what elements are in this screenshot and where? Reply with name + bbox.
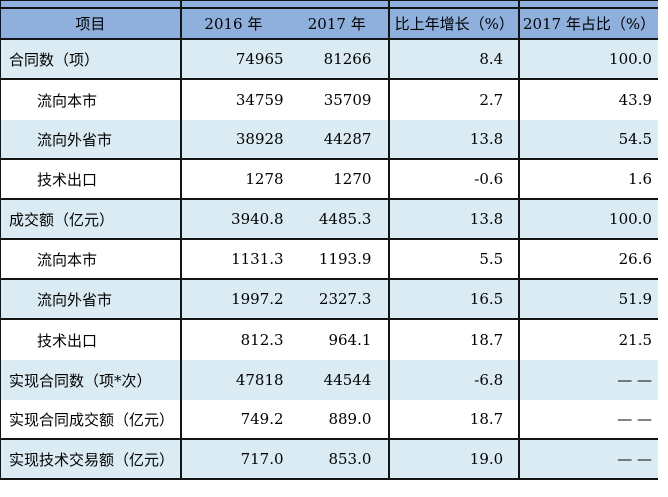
table-row: 技术出口 812.3 964.1 18.7 21.5 (1, 320, 658, 360)
table-row: 实现合同数（项*次） 47818 44544 -6.8 — — (1, 360, 658, 400)
growth-cell: 5.5 (390, 240, 521, 278)
value-2016-cell: 47818 (235, 371, 284, 389)
header-2017-label: 2017 年 (307, 15, 366, 33)
table-row: 合同数（项） 74965 81266 8.4 100.0 (1, 40, 658, 80)
value-2016-cell: 38928 (235, 130, 284, 148)
item-cell: 流向本市 (1, 240, 182, 278)
strip-segment (520, 1, 658, 7)
share-cell: — — (617, 450, 652, 468)
table-row: 流向本市 1131.3 1193.9 5.5 26.6 (1, 240, 658, 280)
item-cell: 流向本市 (1, 80, 182, 120)
value-2017-cell: 964.1 (328, 331, 372, 349)
value-2016-cell: 74965 (235, 50, 284, 68)
table-row: 流向外省市 38928 44287 13.8 54.5 (1, 120, 658, 160)
share-cell: 1.6 (628, 170, 653, 188)
table-body: 合同数（项） 74965 81266 8.4 100.0 流向本市 34759 … (1, 40, 658, 480)
share-cell: 100.0 (609, 50, 652, 68)
value-2017-cell: 1270 (333, 170, 372, 188)
header-share-column: 2017 年占比（%） (522, 15, 656, 33)
table-row: 技术出口 1278 1270 -0.6 1.6 (1, 160, 658, 200)
value-2016-cell: 749.2 (240, 410, 284, 428)
value-2016-cell: 1131.3 (231, 250, 284, 268)
value-2016-cell: 812.3 (240, 331, 284, 349)
year-values-cell: 1131.3 1193.9 (182, 240, 391, 278)
value-2017-cell: 4485.3 (318, 210, 372, 228)
header-2016-label: 2016 年 (204, 15, 263, 33)
value-2016-cell: 1278 (245, 170, 284, 188)
item-cell: 合同数（项） (1, 40, 182, 78)
value-2017-cell: 44287 (323, 130, 372, 148)
share-cell: 26.6 (618, 250, 653, 268)
year-values-cell: 74965 81266 (182, 40, 391, 78)
value-2016-cell: 3940.8 (231, 210, 284, 228)
value-2017-cell: 1193.9 (318, 250, 372, 268)
share-cell: — — (617, 410, 652, 428)
value-2017-cell: 853.0 (328, 450, 372, 468)
table-header-row: 项目 2016 年 2017 年 比上年增长（%） 2017 年占比（%） (1, 9, 658, 40)
table-row: 实现合同成交额（亿元） 749.2 889.0 18.7 — — (1, 400, 658, 440)
share-cell: 54.5 (618, 130, 653, 148)
growth-cell: 13.8 (390, 200, 521, 238)
share-cell: 51.9 (618, 290, 653, 308)
item-cell: 成交额（亿元） (1, 200, 182, 238)
year-values-cell: 3940.8 4485.3 (182, 200, 391, 238)
table-row: 成交额（亿元） 3940.8 4485.3 13.8 100.0 (1, 200, 658, 240)
value-2016-cell: 34759 (235, 91, 284, 109)
value-2017-cell: 35709 (323, 91, 372, 109)
year-values-cell: 38928 44287 (182, 120, 391, 158)
item-cell: 技术出口 (1, 320, 182, 360)
strip-segment (390, 1, 521, 7)
item-cell: 技术出口 (1, 160, 182, 198)
year-values-cell: 812.3 964.1 (182, 320, 391, 360)
strip-segment (1, 1, 182, 7)
table-row: 流向外省市 1997.2 2327.3 16.5 51.9 (1, 280, 658, 320)
share-cell: 21.5 (618, 331, 653, 349)
header-years-column: 2016 年 2017 年 (182, 9, 391, 38)
item-cell: 实现技术交易额（亿元） (1, 440, 182, 478)
value-2017-cell: 81266 (323, 50, 372, 68)
share-cell: — — (617, 371, 652, 389)
cropped-row-strip (1, 0, 658, 9)
value-2016-cell: 717.0 (240, 450, 284, 468)
item-cell: 实现合同数（项*次） (1, 360, 182, 400)
growth-cell: 18.7 (390, 320, 521, 360)
growth-cell: 2.7 (390, 80, 521, 120)
value-2017-cell: 2327.3 (318, 290, 372, 308)
year-values-cell: 1278 1270 (182, 160, 391, 198)
growth-cell: 16.5 (390, 280, 521, 318)
table-row: 流向本市 34759 35709 2.7 43.9 (1, 80, 658, 120)
growth-cell: 8.4 (390, 40, 521, 78)
share-cell: 43.9 (618, 91, 653, 109)
item-cell: 流向外省市 (1, 280, 182, 318)
value-2017-cell: 44544 (323, 371, 372, 389)
growth-cell: -6.8 (390, 360, 521, 400)
growth-cell: 18.7 (390, 400, 521, 438)
statistics-table: 项目 2016 年 2017 年 比上年增长（%） 2017 年占比（%） 合同… (0, 0, 658, 480)
share-cell: 100.0 (609, 210, 652, 228)
header-growth-column: 比上年增长（%） (390, 9, 521, 38)
growth-cell: 19.0 (390, 440, 521, 478)
growth-cell: -0.6 (390, 160, 521, 198)
value-2017-cell: 889.0 (328, 410, 372, 428)
year-values-cell: 1997.2 2327.3 (182, 280, 391, 318)
item-cell: 实现合同成交额（亿元） (1, 400, 182, 438)
year-values-cell: 34759 35709 (182, 80, 391, 120)
growth-cell: 13.8 (390, 120, 521, 158)
item-cell: 流向外省市 (1, 120, 182, 158)
table-row: 实现技术交易额（亿元） 717.0 853.0 19.0 — — (1, 440, 658, 480)
strip-segment (182, 1, 391, 7)
header-item-column: 项目 (1, 9, 182, 38)
value-2016-cell: 1997.2 (231, 290, 284, 308)
year-values-cell: 717.0 853.0 (182, 440, 391, 478)
year-values-cell: 47818 44544 (182, 360, 391, 400)
year-values-cell: 749.2 889.0 (182, 400, 391, 438)
